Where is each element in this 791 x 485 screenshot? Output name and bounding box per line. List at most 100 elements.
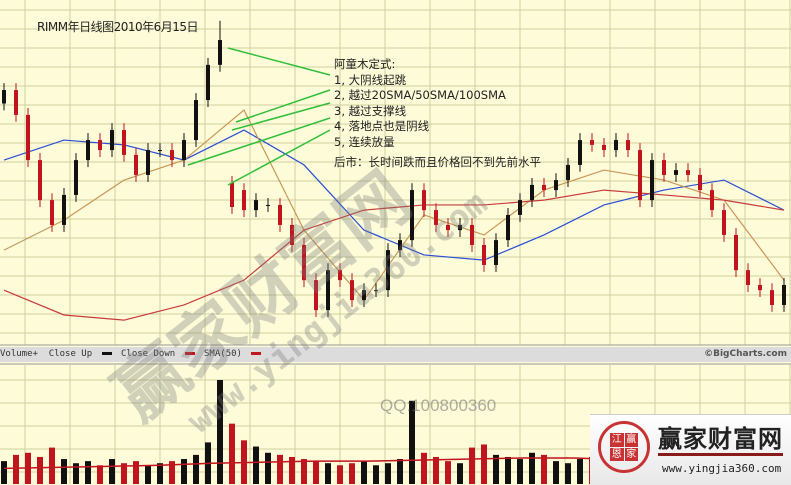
- candle-down: [98, 140, 102, 151]
- candle-down: [278, 204, 282, 225]
- candle-up: [458, 224, 462, 231]
- volume-bar: [133, 461, 139, 484]
- seal-char: 恩: [610, 447, 624, 461]
- volume-bar: [361, 461, 367, 484]
- candle-up: [374, 290, 378, 292]
- volume-bar: [85, 461, 91, 484]
- candle-down: [302, 244, 306, 281]
- logo-brand: 赢家财富网: [658, 425, 783, 453]
- volume-bar: [565, 463, 571, 484]
- volume-bar: [553, 461, 559, 484]
- volume-bar: [289, 456, 295, 484]
- candle-down: [746, 270, 750, 285]
- volume-bar: [409, 400, 415, 484]
- candle-down: [446, 224, 450, 231]
- candle-down: [638, 150, 642, 201]
- candle-up: [110, 130, 114, 151]
- seal-icon: 江 赢 恩 家: [598, 421, 650, 473]
- volume-bar: [337, 465, 343, 484]
- volume-bar: [73, 463, 79, 484]
- sma-swatch: [251, 352, 262, 355]
- watermark-qq: QQ:100800360: [380, 396, 497, 415]
- volume-bar: [397, 459, 403, 484]
- candle-down: [734, 234, 738, 271]
- annotation-line: [227, 47, 331, 76]
- candle-up: [326, 270, 330, 311]
- candle-up: [386, 250, 390, 291]
- volume-bar: [325, 463, 331, 484]
- candle-down: [350, 280, 354, 301]
- volume-bar: [1, 461, 7, 484]
- annotation-line: [235, 89, 331, 123]
- logo: 江 赢 恩 家 赢家财富网 www.yingjia360.com: [590, 414, 791, 485]
- note-item: 1, 大阴线起跳: [334, 72, 407, 87]
- volume-bar: [301, 459, 307, 484]
- after-market-note: 后市：长时间跌而且价格回不到先前水平: [334, 155, 541, 169]
- volume-bar: [49, 447, 55, 484]
- candle-up: [182, 140, 186, 161]
- note-item: 2, 越过20SMA/50SMA/100SMA: [334, 88, 506, 102]
- candle-up: [158, 150, 162, 152]
- logo-url: www.yingjia360.com: [662, 462, 782, 475]
- volume-bar: [157, 463, 163, 484]
- candle-down: [170, 150, 174, 161]
- annotation-notes: 阿童木定式: 1, 大阴线起跳 2, 越过20SMA/50SMA/100SMA …: [334, 57, 506, 150]
- legend-volume: Volume+: [0, 349, 38, 359]
- candle-up: [494, 240, 498, 265]
- candle-up: [674, 170, 678, 175]
- candle-up: [194, 100, 198, 141]
- volume-bar: [481, 444, 487, 484]
- candle-down: [482, 244, 486, 265]
- candle-up: [398, 240, 402, 251]
- volume-bar: [253, 446, 259, 484]
- note-item: 3, 越过支撑线: [334, 103, 407, 118]
- candle-down: [602, 144, 606, 151]
- candle-down: [134, 154, 138, 175]
- close-up-swatch: [101, 352, 112, 355]
- volume-bar: [277, 454, 283, 484]
- legend-sma: SMA(50): [204, 349, 242, 359]
- candle-down: [626, 140, 630, 151]
- candle-up: [518, 200, 522, 215]
- seal-char: 江: [610, 433, 624, 447]
- volume-bar: [469, 447, 475, 484]
- volume-bar: [61, 459, 67, 484]
- volume-bar: [37, 456, 43, 484]
- volume-bar: [445, 461, 451, 484]
- candles: [2, 20, 786, 318]
- candle-down: [314, 280, 318, 311]
- candle-up: [782, 284, 786, 305]
- candle-down: [434, 210, 438, 225]
- volume-bar: [97, 465, 103, 484]
- candle-down: [26, 114, 30, 161]
- volume-bar: [457, 463, 463, 484]
- candle-up: [410, 190, 414, 241]
- volume-bar: [493, 454, 499, 484]
- candle-up: [62, 194, 66, 225]
- annotation-line: [231, 102, 331, 131]
- annotation-lines: [187, 47, 331, 186]
- candle-down: [722, 210, 726, 235]
- candle-up: [650, 160, 654, 201]
- volume-bar: [529, 452, 535, 484]
- volume-bar: [229, 423, 235, 484]
- legend-bar: Volume+ Close Up Close Down SMA(50) ©Big…: [0, 347, 791, 362]
- candle-up: [266, 204, 270, 206]
- candle-down: [338, 270, 342, 281]
- volume-bar: [217, 380, 223, 484]
- notes-heading: 阿童木定式:: [334, 57, 396, 71]
- note-item: 5, 连续放量: [334, 134, 395, 149]
- candle-down: [686, 170, 690, 175]
- candle-down: [698, 174, 702, 191]
- candle-up: [578, 140, 582, 165]
- candle-down: [122, 130, 126, 155]
- sma-line: [3, 189, 785, 321]
- volume-bar: [373, 465, 379, 484]
- volume-bar: [313, 461, 319, 484]
- volume-bar: [505, 456, 511, 484]
- candle-up: [506, 214, 510, 241]
- candle-up: [554, 180, 558, 191]
- credit: ©BigCharts.com: [704, 349, 787, 359]
- candle-down: [422, 190, 426, 211]
